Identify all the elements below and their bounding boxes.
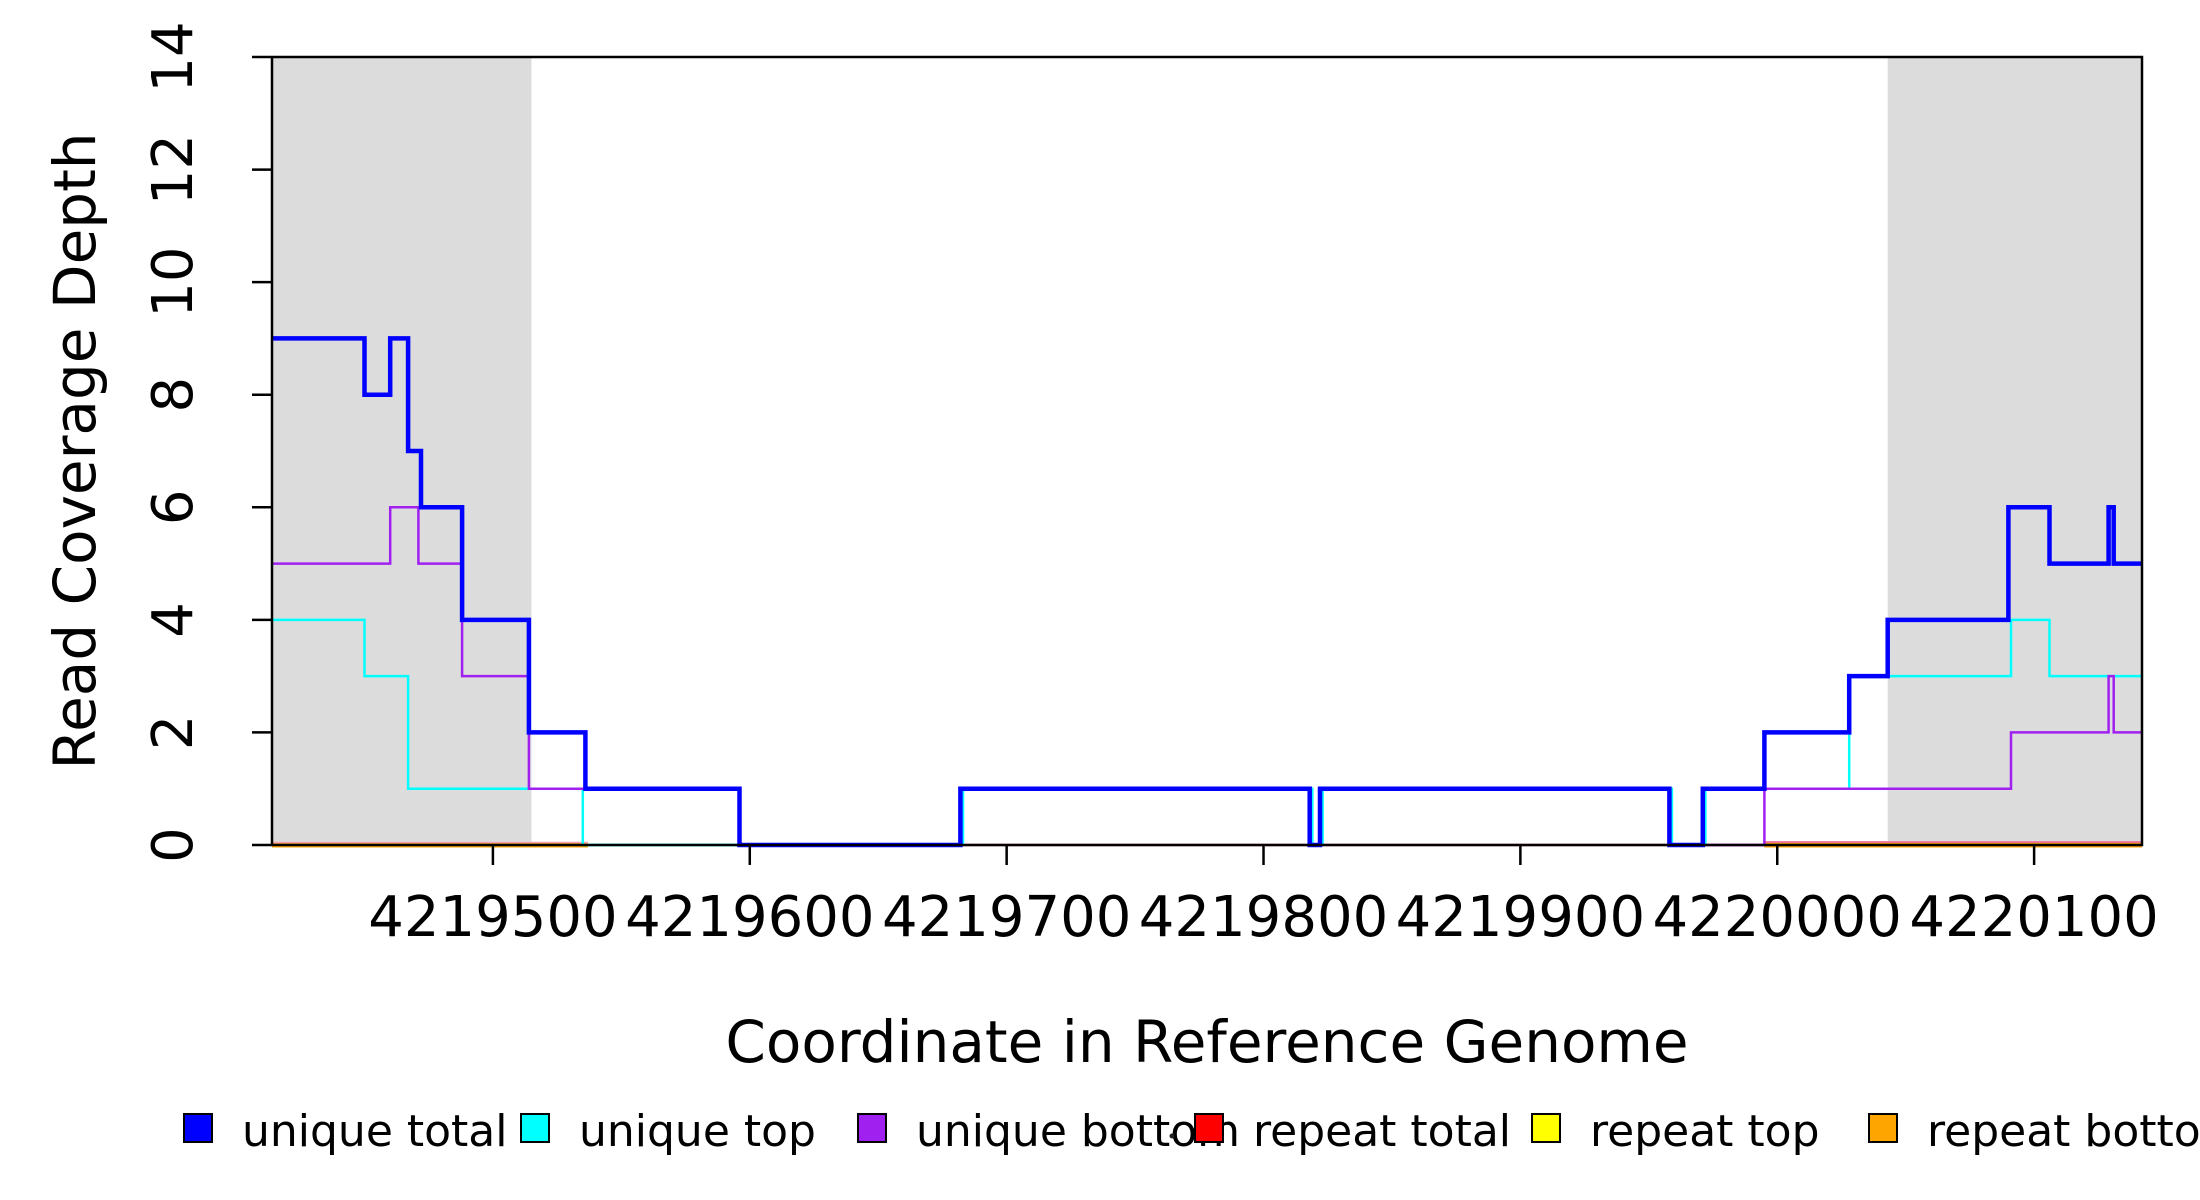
- legend-label-unique-total: unique total: [242, 1106, 507, 1157]
- axis-tick-labels: 4219500 4219600 4219700 4219800 4219900 42200…: [141, 21, 2159, 950]
- legend-swatch-unique-total: [183, 1113, 213, 1143]
- legend-swatch-unique-top: [520, 1113, 550, 1143]
- legend-label-repeat-total: repeat total: [1253, 1106, 1511, 1157]
- legend-label-unique-top: unique top: [579, 1106, 816, 1157]
- y-tick-label: 0: [141, 827, 206, 863]
- x-tick-label: 4219700: [882, 885, 1131, 950]
- plot-border: [270, 55, 2144, 847]
- x-tick-label: 4220000: [1653, 885, 1902, 950]
- y-tick-label: 6: [141, 489, 206, 525]
- shaded-repeat-regions: [272, 57, 2142, 845]
- x-tick-label: 4219900: [1396, 885, 1645, 950]
- stray-dot-artifact: [1169, 1133, 1175, 1139]
- series-line-unique-top: [272, 618, 2142, 847]
- y-tick-label: 8: [141, 377, 206, 413]
- legend: unique total unique top unique bottom repea…: [183, 1106, 2200, 1157]
- y-tick-label: 12: [141, 134, 206, 205]
- coverage-step-lines: [272, 336, 2142, 848]
- x-tick-label: 4220100: [1909, 885, 2158, 950]
- y-tick-label: 4: [141, 602, 206, 638]
- legend-label-repeat-top: repeat top: [1590, 1106, 1820, 1157]
- y-tick-label: 14: [141, 21, 206, 92]
- x-tick-label: 4219800: [1139, 885, 1388, 950]
- shaded-region: [1887, 57, 2142, 845]
- legend-swatch-unique-bottom: [857, 1113, 887, 1143]
- legend-swatch-repeat-top: [1531, 1113, 1561, 1143]
- series-line-unique-total: [272, 336, 2142, 848]
- x-axis-title: Coordinate in Reference Genome: [725, 1008, 1688, 1076]
- legend-swatch-repeat-total: [1194, 1113, 1224, 1143]
- axis-ticks: [252, 55, 2036, 865]
- x-tick-label: 4219600: [625, 885, 874, 950]
- x-tick-label: 4219500: [368, 885, 617, 950]
- y-tick-label: 10: [141, 246, 206, 317]
- legend-swatch-repeat-bottom: [1868, 1113, 1898, 1143]
- y-tick-label: 2: [141, 715, 206, 751]
- legend-label-unique-bottom: unique bottom: [916, 1106, 1240, 1157]
- shaded-region: [272, 57, 532, 845]
- y-axis-title: Read Coverage Depth: [41, 132, 109, 769]
- legend-label-repeat-bottom: repeat bottom: [1927, 1106, 2200, 1157]
